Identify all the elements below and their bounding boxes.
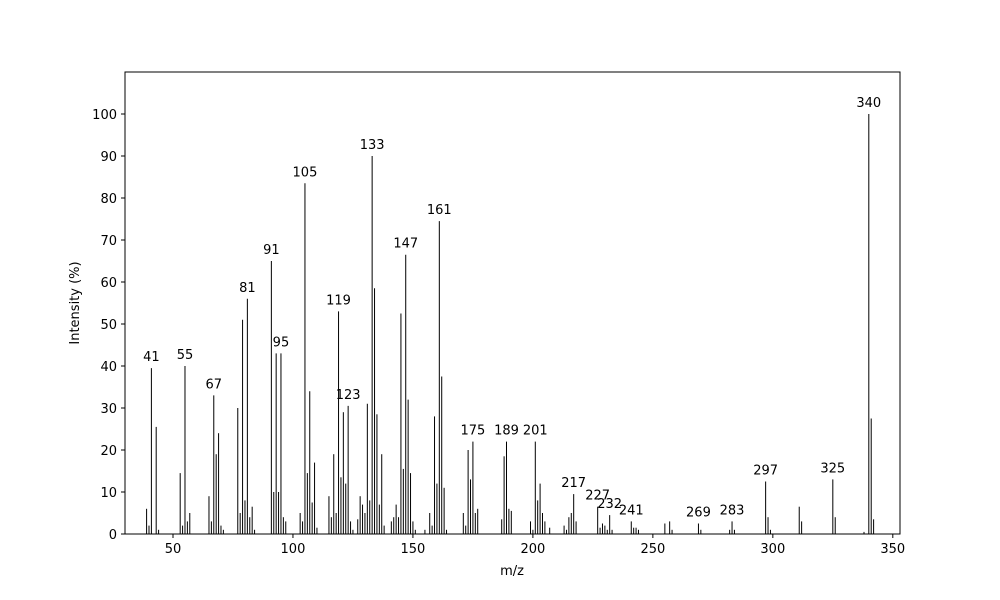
y-tick-label: 90 — [100, 150, 117, 165]
peak-label: 119 — [326, 293, 351, 308]
peak-label: 105 — [293, 165, 318, 180]
y-tick-label: 70 — [100, 234, 117, 249]
peak-label: 91 — [263, 243, 280, 258]
peak-label: 123 — [336, 388, 361, 403]
peak-label: 232 — [597, 497, 622, 512]
peak-label: 241 — [619, 503, 644, 518]
y-tick-label: 20 — [100, 444, 117, 459]
peak-label: 201 — [523, 424, 548, 439]
y-tick-label: 100 — [92, 108, 117, 123]
y-tick-label: 10 — [100, 486, 117, 501]
peak-label: 67 — [206, 377, 223, 392]
peak-label: 95 — [273, 335, 290, 350]
x-tick-label: 50 — [165, 542, 182, 557]
x-tick-label: 100 — [281, 542, 306, 557]
x-tick-label: 150 — [401, 542, 426, 557]
peak-label: 227 — [585, 489, 610, 504]
y-tick-label: 30 — [100, 402, 117, 417]
peak-label: 133 — [360, 138, 385, 153]
x-tick-label: 250 — [640, 542, 665, 557]
peak-label: 325 — [820, 461, 845, 476]
y-axis-label: Intensity (%) — [68, 261, 83, 344]
x-tick-label: 200 — [520, 542, 545, 557]
x-axis-label: m/z — [500, 564, 524, 579]
peak-label: 55 — [177, 348, 194, 363]
peak-label: 161 — [427, 203, 452, 218]
peak-label: 147 — [393, 237, 418, 252]
x-tick-label: 350 — [880, 542, 905, 557]
plot-frame — [124, 71, 901, 535]
peak-label: 41 — [143, 350, 160, 365]
peak-label: 81 — [239, 281, 256, 296]
y-tick-label: 80 — [100, 192, 117, 207]
peak-label: 175 — [460, 424, 485, 439]
peak-label: 297 — [753, 464, 778, 479]
peak-label: 217 — [561, 476, 586, 491]
y-tick-label: 40 — [100, 360, 117, 375]
y-tick-label: 0 — [109, 528, 117, 543]
x-tick-label: 300 — [760, 542, 785, 557]
y-tick-label: 60 — [100, 276, 117, 291]
peak-label: 283 — [720, 503, 745, 518]
peak-label: 340 — [856, 96, 881, 111]
peak-label: 269 — [686, 506, 711, 521]
peak-label: 189 — [494, 424, 519, 439]
y-tick-label: 50 — [100, 318, 117, 333]
